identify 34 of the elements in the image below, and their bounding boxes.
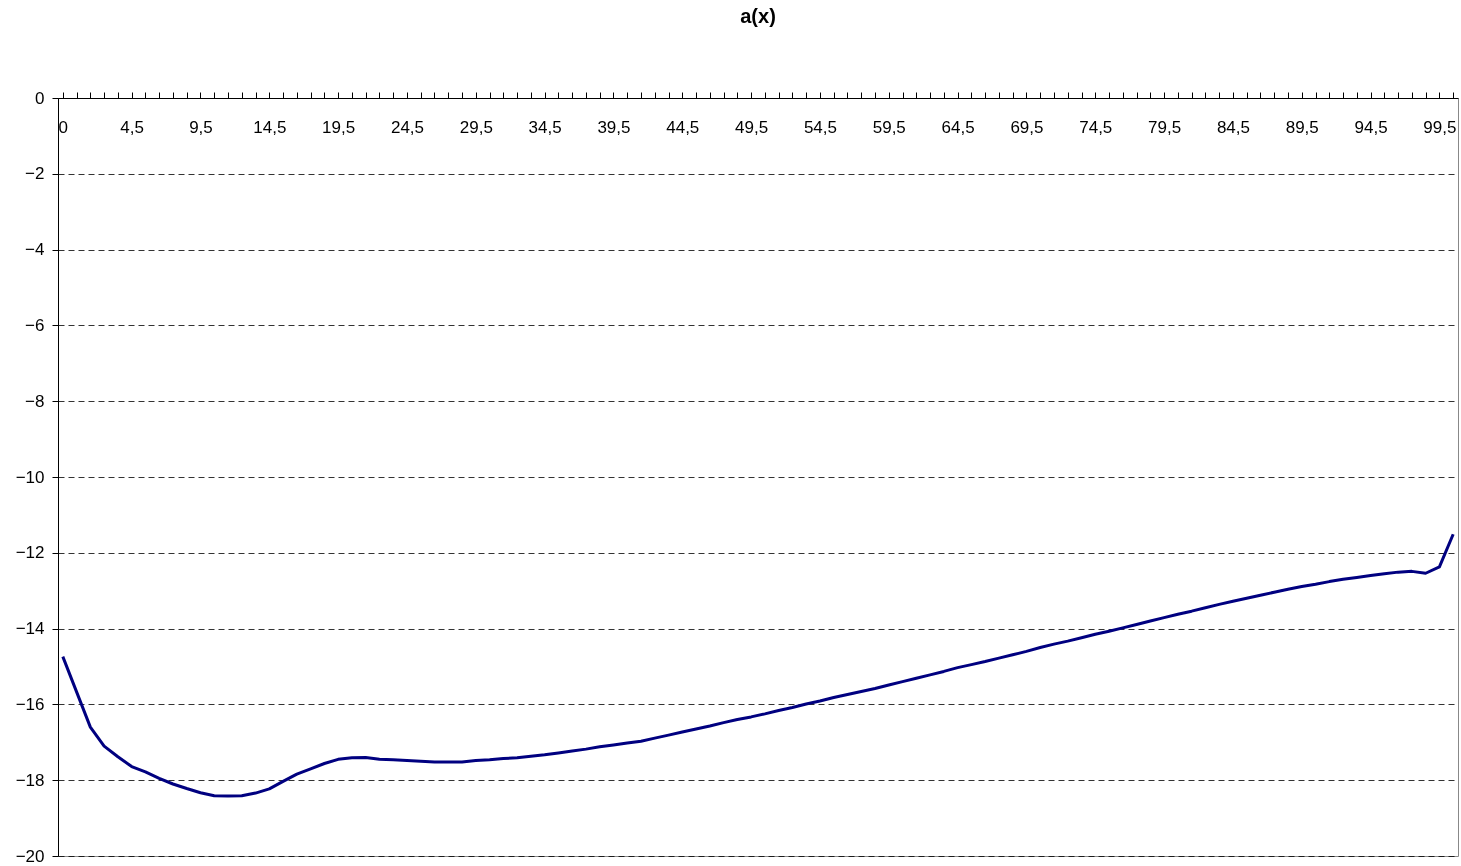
y-tick-label: −4 [25,240,45,260]
x-tick-label: 84,5 [1216,117,1250,137]
x-tick-label: 79,5 [1148,117,1182,137]
x-tick-label: 44,5 [666,117,700,137]
y-tick-label: −8 [25,391,45,411]
chart-title: a(x) [740,5,776,27]
x-tick-label: 89,5 [1285,117,1319,137]
x-tick-label: 0 [58,117,69,137]
x-tick-label: 9,5 [189,117,213,137]
x-tick-label: 39,5 [597,117,631,137]
x-tick-label: 34,5 [528,117,562,137]
x-tick-label: 4,5 [120,117,144,137]
x-tick-label: 14,5 [253,117,287,137]
y-tick-label: −16 [15,694,45,714]
y-tick-label: −20 [15,846,45,866]
x-tick-label: 99,5 [1423,117,1457,137]
x-tick-label: 24,5 [390,117,425,137]
x-tick-label: 54,5 [803,117,837,137]
x-tick-label: 64,5 [941,117,975,137]
line-series [61,532,1455,798]
x-tick-label: 29,5 [459,117,493,137]
y-tick-label: −18 [15,770,45,790]
x-tick-label: 74,5 [1079,117,1113,137]
y-tick-label: −12 [15,543,45,563]
y-tick-label: −2 [25,164,45,184]
y-tick-label: 0 [35,88,45,108]
x-tick-label: 59,5 [872,117,906,137]
y-tick-label: −10 [15,467,45,487]
x-tick-label: 19,5 [322,117,356,137]
x-tick-label: 94,5 [1354,117,1388,137]
y-tick-label: −6 [25,315,45,335]
y-tick-label: −14 [15,619,45,639]
x-tick-label: 69,5 [1010,117,1044,137]
x-tick-label: 49,5 [735,117,769,137]
